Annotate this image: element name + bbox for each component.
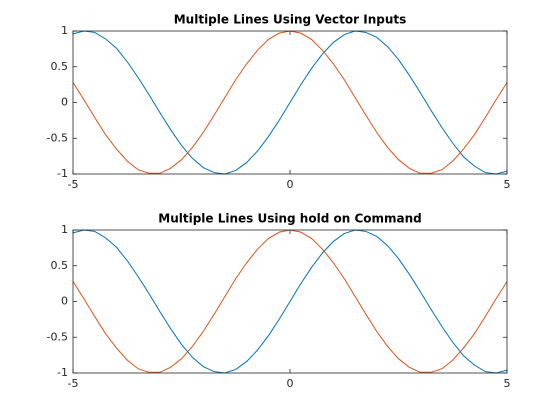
y-tick-label: 0 xyxy=(61,96,68,109)
y-tick-label: -0.5 xyxy=(47,131,68,144)
y-tick-label: 0.5 xyxy=(51,259,69,272)
y-tick-label: 1 xyxy=(61,223,68,236)
x-tick-label: 5 xyxy=(504,377,511,390)
y-tick-label: 0 xyxy=(61,295,68,308)
y-tick-label: -1 xyxy=(57,167,68,180)
chart-title: Multiple Lines Using hold on Command xyxy=(158,212,421,226)
x-tick-label: 5 xyxy=(504,178,511,191)
y-tick-label: 0.5 xyxy=(51,60,69,73)
x-tick-label: -5 xyxy=(68,178,79,191)
y-tick-label: 1 xyxy=(61,24,68,37)
x-tick-label: -5 xyxy=(68,377,79,390)
chart-title: Multiple Lines Using Vector Inputs xyxy=(174,13,407,27)
y-tick-label: -1 xyxy=(57,366,68,379)
line xyxy=(72,30,508,175)
x-tick-label: 0 xyxy=(287,377,294,390)
y-tick-label: -0.5 xyxy=(47,330,68,343)
x-tick-label: 0 xyxy=(287,178,294,191)
line xyxy=(72,229,508,374)
